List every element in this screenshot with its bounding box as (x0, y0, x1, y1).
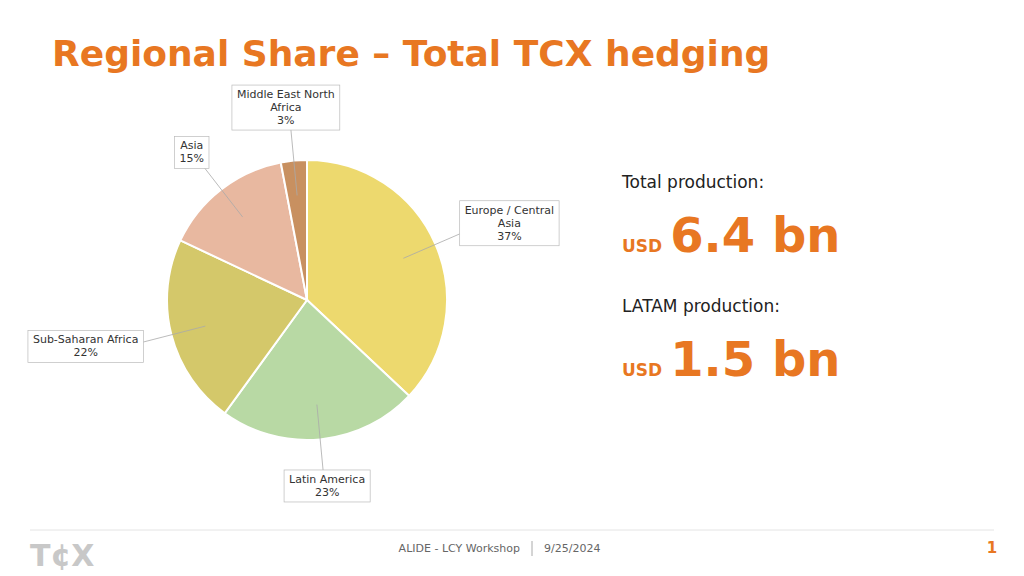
label-box (175, 136, 209, 168)
footer-separator (532, 541, 533, 556)
pie-slice (281, 160, 307, 300)
stat-value: 6.4 bn (670, 207, 840, 263)
label-box (460, 201, 559, 246)
label-box (28, 330, 143, 362)
slice-category: Europe / CentralAsia (465, 204, 554, 230)
slice-category: Latin America (289, 473, 365, 486)
title: Regional Share – Total TCX hedging (52, 33, 770, 74)
slice-label: Europe / CentralAsia37% (403, 201, 559, 259)
slice-value: 22% (73, 346, 97, 359)
slice-value: 23% (315, 486, 339, 499)
logo: T¢X (30, 538, 94, 573)
stat-label: LATAM production: (622, 296, 780, 316)
leader-line (317, 405, 323, 471)
leader-line (202, 165, 242, 217)
pie-labels: Europe / CentralAsia37% Latin America23% S… (28, 85, 559, 502)
footer-date: 9/25/2024 (544, 542, 600, 555)
leader-line (403, 232, 463, 258)
slice-value: 37% (497, 230, 521, 243)
slice-label: Asia15% (175, 136, 243, 217)
label-box (284, 470, 370, 502)
chart: Regional Share – Total TCX hedging Europe… (0, 0, 1024, 576)
footer-rule (30, 530, 994, 531)
page-number: 1 (987, 539, 997, 557)
slice-value: 3% (277, 114, 294, 127)
slice-label: Middle East NorthAfrica3% (232, 85, 340, 195)
label-box (232, 85, 340, 130)
slice-value: 15% (180, 152, 204, 165)
slice-label: Sub-Saharan Africa22% (28, 326, 205, 362)
slice-label: Latin America23% (284, 405, 370, 502)
leader-line (142, 326, 206, 342)
pie (167, 160, 447, 440)
stat-value: 1.5 bn (670, 331, 840, 387)
slice-category: Middle East NorthAfrica (237, 88, 335, 114)
slice-category: Sub-Saharan Africa (33, 333, 138, 346)
stat-unit: USD (622, 236, 662, 256)
leader-line (291, 130, 297, 196)
slice-category: Asia (180, 139, 203, 152)
footer-text: ALIDE - LCY Workshop (399, 542, 520, 555)
stat-label: Total production: (621, 172, 764, 192)
stat-unit: USD (622, 360, 662, 380)
